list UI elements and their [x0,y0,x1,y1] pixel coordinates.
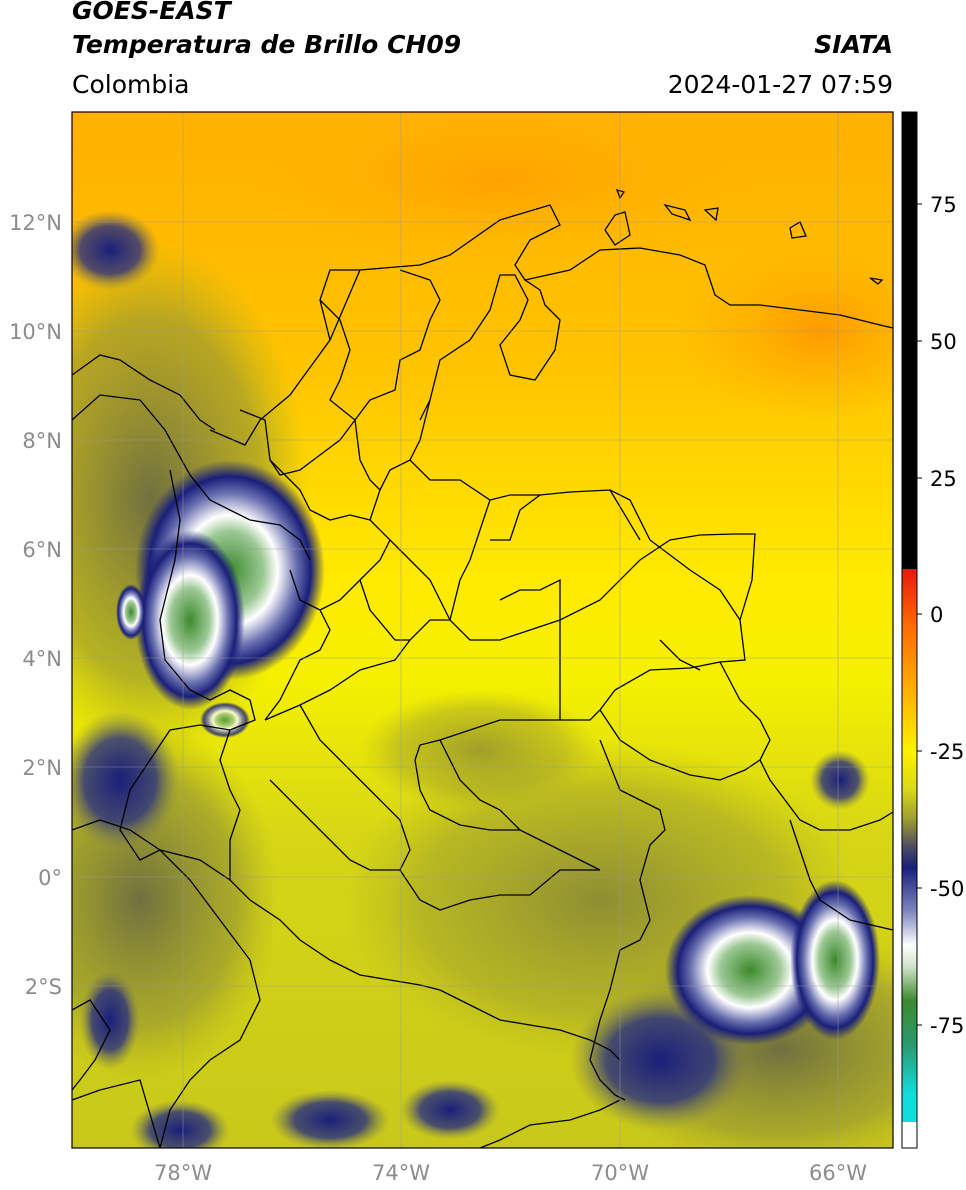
lat-tick-8n: 8°N [22,429,62,453]
colorbar: 75 50 25 0 -25 -50 -75 [901,111,964,1149]
lat-tick-10n: 10°N [9,320,62,344]
storm-cell-amazon [665,895,835,1045]
lon-tick-70w: 70°W [591,1161,649,1185]
graticule [72,112,893,1148]
lat-tick-6n: 6°N [22,538,62,562]
colorbar-tick-0: 0 [930,603,943,627]
region-label: Colombia [72,70,190,99]
colorbar-tick-neg25: -25 [930,740,964,764]
colorbar-tick-75: 75 [930,193,957,217]
lat-tick-12n: 12°N [9,211,62,235]
source-label: SIATA [814,30,893,59]
map-frame [71,111,894,1149]
lat-tick-4n: 4°N [22,647,62,671]
satellite-title: GOES-EAST [72,0,231,25]
colorbar-tick-neg50: -50 [930,877,964,901]
lat-tick-2s: 2°S [25,975,62,999]
lat-tick-2n: 2°N [22,756,62,780]
product-title: Temperatura de Brillo CH09 [72,30,462,59]
colorbar-tick-25: 25 [930,467,957,491]
colorbar-tick-neg75: -75 [930,1014,964,1038]
lat-tick-0: 0° [38,866,62,890]
lon-tick-66w: 66°W [809,1161,867,1185]
datetime-label: 2024-01-27 07:59 [667,70,893,99]
lon-tick-74w: 74°W [372,1161,430,1185]
lon-tick-78w: 78°W [154,1161,212,1185]
colorbar-tick-50: 50 [930,330,957,354]
